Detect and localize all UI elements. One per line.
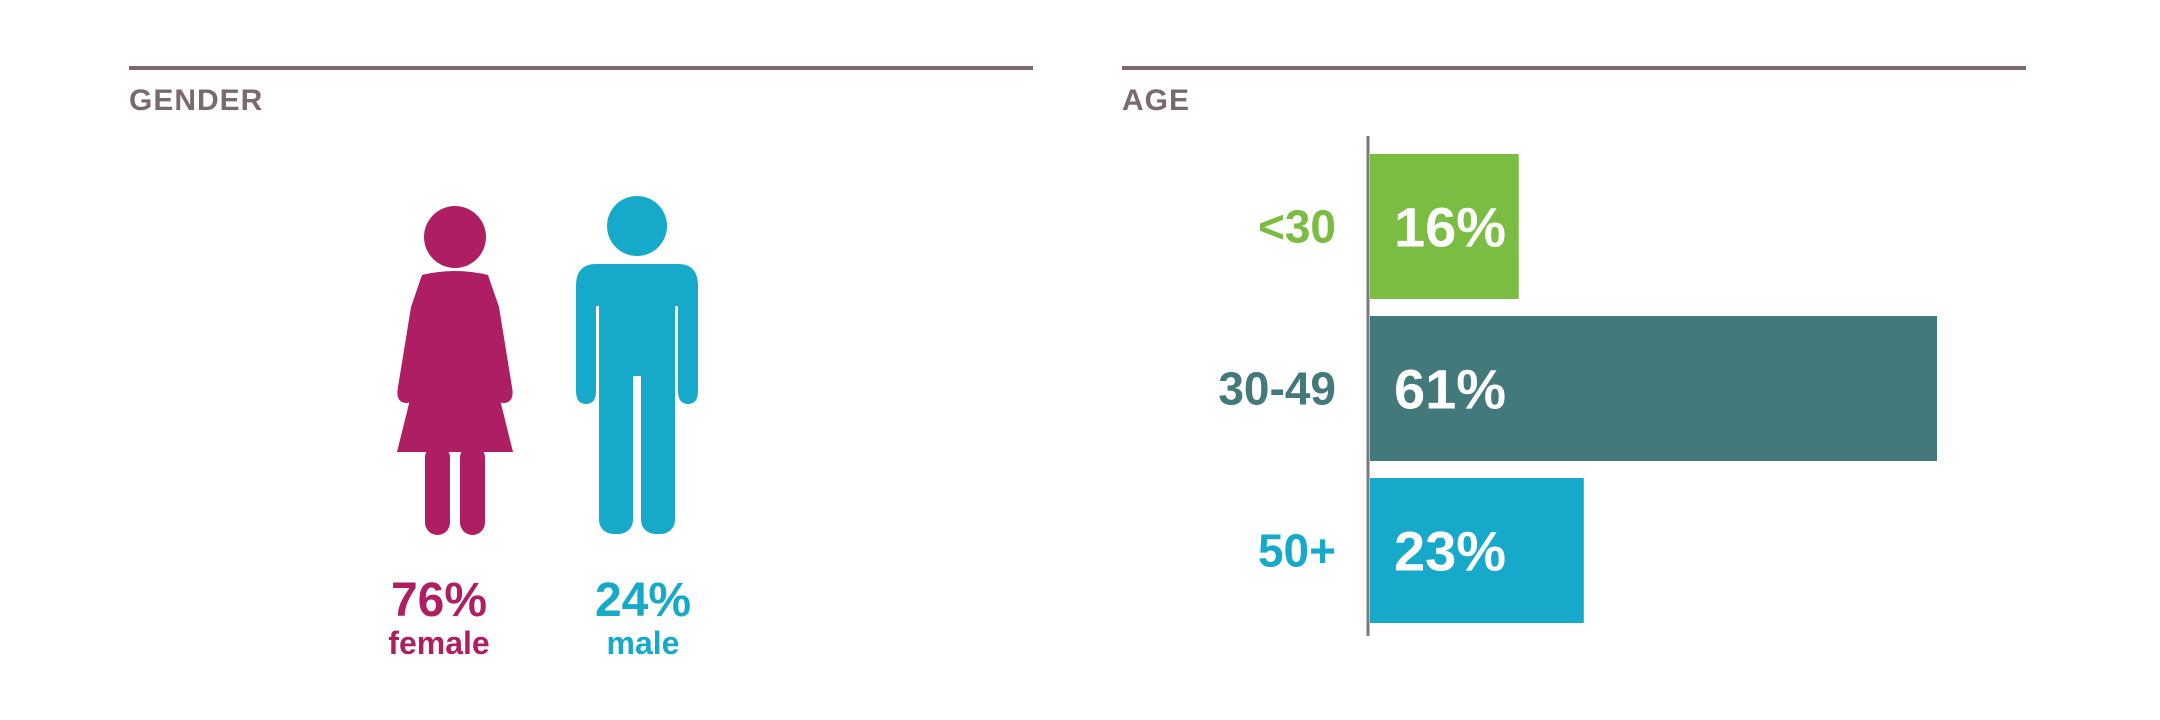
gender-section-title: GENDER [129, 84, 264, 117]
age-bar [1370, 478, 1584, 623]
female-percentage: 76% [390, 574, 488, 627]
age-bar-value-label: 16% [1394, 196, 1506, 259]
age-section-rule [1122, 66, 2026, 70]
age-bar-chart: <30 16% 30-49 61% 50+ 23% [1218, 136, 1937, 636]
gender-section-rule [129, 66, 1033, 70]
age-category-label: 30-49 [1218, 363, 1336, 415]
female-person-shape [397, 206, 513, 535]
age-bar-value-label: 61% [1394, 358, 1506, 421]
female-person-icon [397, 206, 513, 535]
age-section-title: AGE [1122, 84, 1191, 117]
female-label: female [388, 625, 490, 661]
male-label: male [606, 625, 680, 661]
male-percentage: 24% [594, 574, 692, 627]
male-person-shape [576, 196, 698, 534]
age-panel: AGE <30 16% 30-49 61% 50+ 23% [1122, 0, 2026, 720]
female-stat: 76% female [339, 574, 539, 661]
male-person-icon [576, 196, 698, 534]
age-bar [1370, 154, 1519, 299]
gender-panel: GENDER 76% female 24% male [129, 0, 1033, 720]
age-bar [1370, 316, 1937, 461]
age-category-label: <30 [1258, 201, 1336, 253]
age-bar-value-label: 23% [1394, 520, 1506, 583]
age-category-label: 50+ [1258, 525, 1336, 577]
male-stat: 24% male [543, 574, 743, 661]
